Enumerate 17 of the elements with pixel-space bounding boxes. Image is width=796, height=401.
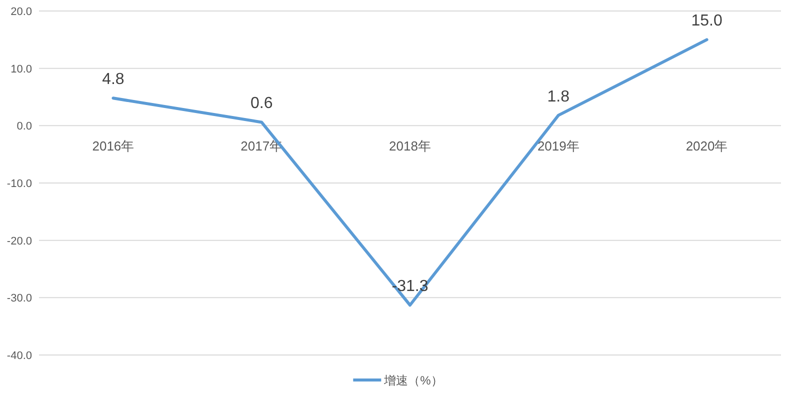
y-tick-label: 0.0	[16, 120, 32, 133]
data-label: 15.0	[691, 12, 722, 30]
y-tick-label: -10.0	[6, 178, 32, 190]
x-tick-label: 2020年	[686, 138, 728, 154]
x-tick-label: 2016年	[92, 138, 134, 154]
y-tick-label: -40.0	[6, 350, 32, 362]
x-tick-label: 2019年	[537, 138, 580, 154]
data-label: 1.8	[547, 88, 570, 106]
y-tick-label: 20.0	[10, 6, 32, 18]
data-label: 4.8	[102, 71, 124, 88]
x-tick-label: 2018年	[389, 138, 431, 154]
y-tick-label: -20.0	[6, 235, 32, 248]
legend-label: 增速（%）	[383, 374, 443, 388]
y-tick-label: 10.0	[10, 63, 32, 76]
data-label: 0.6	[250, 95, 273, 112]
y-tick-label: -30.0	[6, 292, 32, 305]
legend: 增速（%）	[353, 374, 443, 388]
